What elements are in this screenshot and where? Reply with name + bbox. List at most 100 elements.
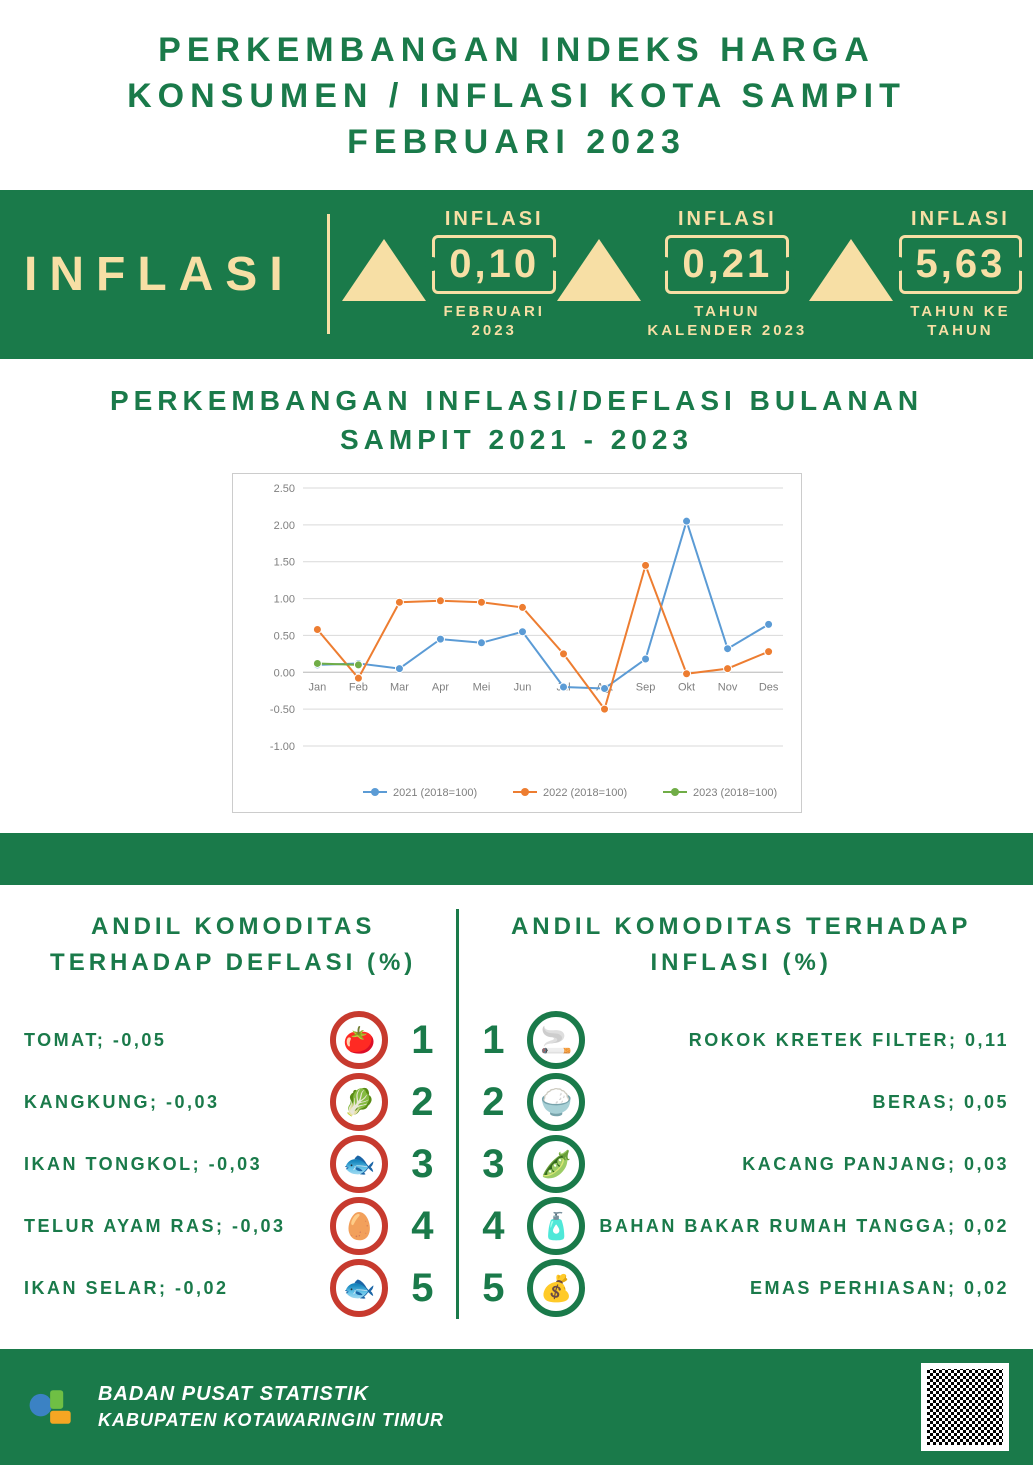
comm-rank: 3 <box>473 1142 513 1187</box>
arrow-up-icon <box>342 239 426 301</box>
comm-label: EMAS PERHIASAN; 0,02 <box>750 1278 1009 1299</box>
deflasi-row: IKAN TONGKOL; -0,03 🐟 3 <box>24 1133 442 1195</box>
svg-text:Apr: Apr <box>431 681 448 693</box>
stat-body: INFLASI 0,21 TAHUN KALENDER 2023 <box>647 208 807 341</box>
comm-rank: 4 <box>473 1204 513 1249</box>
svg-text:2.00: 2.00 <box>273 520 294 532</box>
deflasi-row: KANGKUNG; -0,03 🥬 2 <box>24 1071 442 1133</box>
svg-text:Mar: Mar <box>389 681 408 693</box>
stat-sub1: FEBRUARI <box>443 303 545 320</box>
stat-sub: TAHUN KE TAHUN <box>899 302 1023 341</box>
comm-icon: 🍚 <box>527 1073 585 1131</box>
stat-sub2: KALENDER 2023 <box>647 322 807 339</box>
stat-0: INFLASI 0,10 FEBRUARI 2023 <box>342 208 556 341</box>
comm-rank: 5 <box>402 1266 442 1311</box>
inflasi-row: 1 🚬 ROKOK KRETEK FILTER; 0,11 <box>473 1009 1009 1071</box>
stat-top: INFLASI <box>647 208 807 231</box>
svg-text:1.50: 1.50 <box>273 557 294 569</box>
stat-top: INFLASI <box>899 208 1023 231</box>
stat-sub2: TAHUN <box>927 322 993 339</box>
comm-icon: 🥚 <box>330 1197 388 1255</box>
footer: BADAN PUSAT STATISTIK KABUPATEN KOTAWARI… <box>0 1349 1033 1465</box>
stat-sub: FEBRUARI 2023 <box>432 302 556 341</box>
deflasi-row: IKAN SELAR; -0,02 🐟 5 <box>24 1257 442 1319</box>
page-title-block: PERKEMBANGAN INDEKS HARGA KONSUMEN / INF… <box>0 0 1033 190</box>
svg-text:Mei: Mei <box>472 681 490 693</box>
svg-text:1.00: 1.00 <box>273 594 294 606</box>
stat-sub1: TAHUN <box>694 303 760 320</box>
commodities-divider <box>456 909 459 1319</box>
comm-label: IKAN SELAR; -0,02 <box>24 1278 229 1299</box>
svg-text:Jan: Jan <box>308 681 326 693</box>
bps-logo-icon <box>24 1379 80 1435</box>
svg-text:Feb: Feb <box>348 681 367 693</box>
band-label: INFLASI <box>24 247 315 302</box>
svg-text:2.50: 2.50 <box>273 483 294 495</box>
comm-icon: 🚬 <box>527 1011 585 1069</box>
chart-wrap: -1.00-0.500.000.501.001.502.002.50JanFeb… <box>0 473 1033 833</box>
footer-text: BADAN PUSAT STATISTIK KABUPATEN KOTAWARI… <box>98 1381 444 1432</box>
arrow-up-icon <box>809 239 893 301</box>
svg-text:0.50: 0.50 <box>273 630 294 642</box>
line-chart: -1.00-0.500.000.501.001.502.002.50JanFeb… <box>232 473 802 813</box>
arrow-up-icon <box>557 239 641 301</box>
comm-icon: 🐟 <box>330 1259 388 1317</box>
stat-sub1: TAHUN KE <box>910 303 1010 320</box>
comm-icon: 💰 <box>527 1259 585 1317</box>
comm-icon: 🐟 <box>330 1135 388 1193</box>
comm-icon: 🍅 <box>330 1011 388 1069</box>
comm-rank: 3 <box>402 1142 442 1187</box>
stat-2: INFLASI 5,63 TAHUN KE TAHUN <box>809 208 1023 341</box>
comm-label: BERAS; 0,05 <box>872 1092 1009 1113</box>
inflasi-row: 3 🫛 KACANG PANJANG; 0,03 <box>473 1133 1009 1195</box>
band-divider <box>327 214 330 334</box>
comm-rank: 1 <box>473 1018 513 1063</box>
stat-value: 5,63 <box>899 235 1023 294</box>
comm-rank: 1 <box>402 1018 442 1063</box>
comm-label: ROKOK KRETEK FILTER; 0,11 <box>689 1030 1009 1051</box>
commodities: ANDIL KOMODITAS TERHADAP DEFLASI (%) TOM… <box>0 885 1033 1349</box>
footer-line1: BADAN PUSAT STATISTIK <box>98 1381 444 1408</box>
stat-sub: TAHUN KALENDER 2023 <box>647 302 807 341</box>
comm-icon: 🥬 <box>330 1073 388 1131</box>
stat-group: INFLASI 0,10 FEBRUARI 2023 INFLASI 0,21 … <box>342 208 1023 341</box>
inflasi-band: INFLASI INFLASI 0,10 FEBRUARI 2023 INFLA… <box>0 190 1033 359</box>
footer-line2: KABUPATEN KOTAWARINGIN TIMUR <box>98 1408 444 1432</box>
stat-body: INFLASI 0,10 FEBRUARI 2023 <box>432 208 556 341</box>
stat-body: INFLASI 5,63 TAHUN KE TAHUN <box>899 208 1023 341</box>
inflasi-title: ANDIL KOMODITAS TERHADAP INFLASI (%) <box>473 909 1009 981</box>
svg-text:Des: Des <box>758 681 778 693</box>
svg-text:2023 (2018=100): 2023 (2018=100) <box>693 787 777 799</box>
svg-text:-0.50: -0.50 <box>269 704 294 716</box>
chart-title: PERKEMBANGAN INFLASI/DEFLASI BULANAN SAM… <box>0 359 1033 473</box>
comm-rank: 2 <box>402 1080 442 1125</box>
inflasi-column: ANDIL KOMODITAS TERHADAP INFLASI (%) 1 🚬… <box>463 909 1019 1319</box>
comm-label: TOMAT; -0,05 <box>24 1030 166 1051</box>
comm-icon: 🫛 <box>527 1135 585 1193</box>
qr-code-icon <box>921 1363 1009 1451</box>
green-strip <box>0 833 1033 885</box>
inflasi-row: 4 🧴 BAHAN BAKAR RUMAH TANGGA; 0,02 <box>473 1195 1009 1257</box>
inflasi-row: 2 🍚 BERAS; 0,05 <box>473 1071 1009 1133</box>
comm-label: TELUR AYAM RAS; -0,03 <box>24 1216 286 1237</box>
comm-icon: 🧴 <box>527 1197 585 1255</box>
page-title: PERKEMBANGAN INDEKS HARGA KONSUMEN / INF… <box>30 28 1003 166</box>
stat-top: INFLASI <box>432 208 556 231</box>
infographic-page: PERKEMBANGAN INDEKS HARGA KONSUMEN / INF… <box>0 0 1033 1465</box>
comm-rank: 2 <box>473 1080 513 1125</box>
svg-text:Nov: Nov <box>717 681 737 693</box>
svg-text:0.00: 0.00 <box>273 667 294 679</box>
svg-text:Sep: Sep <box>635 681 655 693</box>
inflasi-row: 5 💰 EMAS PERHIASAN; 0,02 <box>473 1257 1009 1319</box>
svg-text:2021 (2018=100): 2021 (2018=100) <box>393 787 477 799</box>
comm-rank: 5 <box>473 1266 513 1311</box>
deflasi-column: ANDIL KOMODITAS TERHADAP DEFLASI (%) TOM… <box>14 909 452 1319</box>
stat-value: 0,10 <box>432 235 556 294</box>
svg-text:2022 (2018=100): 2022 (2018=100) <box>543 787 627 799</box>
stat-sub2: 2023 <box>472 322 517 339</box>
svg-text:Jun: Jun <box>513 681 531 693</box>
chart-svg: -1.00-0.500.000.501.001.502.002.50JanFeb… <box>233 474 803 814</box>
comm-label: IKAN TONGKOL; -0,03 <box>24 1154 262 1175</box>
stat-1: INFLASI 0,21 TAHUN KALENDER 2023 <box>557 208 807 341</box>
deflasi-row: TELUR AYAM RAS; -0,03 🥚 4 <box>24 1195 442 1257</box>
